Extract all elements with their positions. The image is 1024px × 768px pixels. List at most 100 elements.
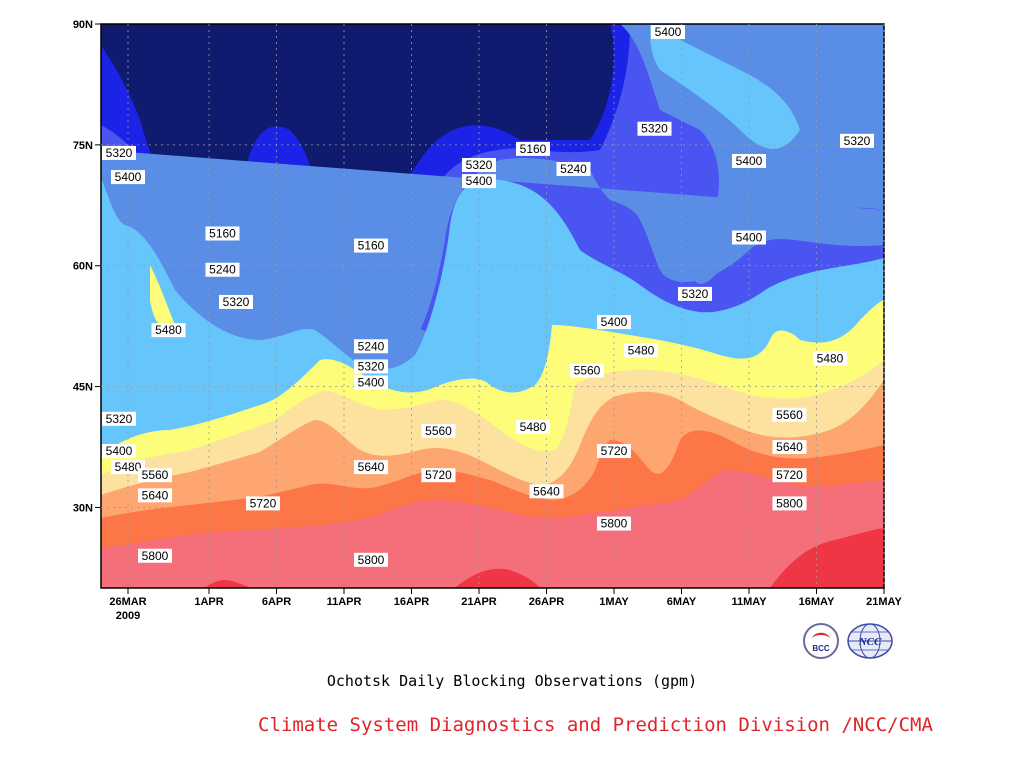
contour-label: 5800: [354, 552, 388, 567]
contour-chart: 26MAR 1APR 6APR 11APR 16APR 21APR 26APR 1MAY 6MA…: [73, 19, 903, 622]
x-tick-label: 11MAY: [731, 596, 767, 608]
contour-labels: 5320540054805320540054805560564058005160…: [102, 25, 874, 567]
contour-label-bg: [732, 153, 766, 168]
contour-label-bg: [597, 315, 631, 330]
contour-label-bg: [138, 468, 172, 483]
contour-label-bg: [138, 488, 172, 503]
contour-label-bg: [462, 158, 496, 172]
contour-label-bg: [732, 230, 766, 245]
contour-label-text: 5400: [466, 174, 493, 188]
contour-label-bg: [421, 423, 456, 438]
contour-label-bg: [246, 496, 280, 511]
contour-label-bg: [421, 468, 456, 483]
contour-label-bg: [102, 444, 136, 459]
svg-text:NCC: NCC: [858, 636, 882, 648]
contour-label-bg: [772, 468, 807, 483]
contour-label-text: 5720: [425, 468, 452, 482]
axis-ticks: [95, 23, 885, 594]
contour-label-bg: [516, 419, 550, 434]
fill-5800-5880: [101, 470, 884, 588]
contour-label: 5240: [556, 162, 591, 177]
contour-label-bg: [651, 25, 685, 40]
contour-label-bg: [111, 170, 145, 185]
contour-label-text: 5720: [776, 468, 803, 482]
contour-label: 5400: [732, 153, 766, 168]
contour-label-bg: [354, 238, 388, 253]
x-tick-label: 6APR: [262, 596, 291, 608]
contour-label-bg: [772, 440, 807, 454]
bcc-logo-icon: BCC: [803, 623, 839, 659]
contour-label: 5400: [732, 230, 766, 245]
contour-label: 5480: [151, 323, 186, 338]
contour-label-bg: [205, 262, 240, 277]
y-tick-labels: 30N 45N 60N 75N 90N: [73, 19, 93, 514]
contour-label-text: 5400: [358, 376, 385, 390]
contour-label: 5720: [421, 468, 456, 483]
contour-label: 5400: [111, 170, 145, 185]
svg-text:BCC: BCC: [812, 644, 830, 653]
x-tick-label: 16APR: [394, 596, 430, 608]
contour-label-bg: [138, 548, 172, 563]
contour-label-text: 5320: [641, 122, 668, 136]
contour-label-bg: [102, 411, 136, 426]
x-tick-labels: 26MAR 1APR 6APR 11APR 16APR 21APR 26APR 1MAY 6MA…: [109, 596, 902, 608]
contour-label: 5640: [354, 460, 388, 475]
x-tick-label: 21APR: [461, 596, 497, 608]
contour-label-text: 5400: [655, 25, 682, 39]
contour-label-text: 5560: [776, 408, 803, 422]
contour-label-text: 5800: [776, 496, 803, 510]
y-tick-label: 90N: [73, 19, 93, 31]
contour-label-text: 5240: [358, 339, 385, 353]
contour-label-bg: [354, 339, 388, 354]
contour-label-text: 5800: [358, 553, 385, 567]
contour-label-text: 5160: [520, 142, 547, 156]
contour-label-text: 5320: [844, 134, 871, 148]
contour-label-text: 5800: [601, 517, 628, 531]
contour-label: 5720: [246, 496, 280, 511]
contour-label-bg: [516, 141, 550, 156]
contour-label: 5320: [102, 145, 136, 160]
contour-label-text: 5160: [209, 226, 236, 240]
contour-label: 5720: [772, 468, 807, 483]
contour-label: 5320: [637, 121, 672, 136]
contour-label-text: 5640: [533, 484, 560, 498]
contour-label-text: 5240: [209, 263, 236, 277]
contour-label-text: 5320: [466, 158, 493, 172]
contour-label: 5320: [462, 158, 496, 172]
x-year-label: 2009: [116, 610, 140, 622]
contour-label-text: 5320: [358, 359, 385, 373]
chart-title: Ochotsk Daily Blocking Observations (gpm…: [326, 672, 698, 690]
contour-label-text: 5240: [560, 162, 587, 176]
contour-label-text: 5560: [425, 424, 452, 438]
contour-label-text: 5720: [601, 444, 628, 458]
contour-label-bg: [772, 407, 807, 422]
contour-label-text: 5400: [106, 444, 133, 458]
contour-label: 5480: [516, 419, 550, 434]
contour-label-bg: [813, 351, 847, 366]
contour-label: 5400: [102, 444, 136, 459]
contour-label: 5240: [354, 339, 388, 354]
contour-label: 5400: [462, 174, 496, 189]
contour-label-bg: [219, 294, 253, 309]
contour-label-text: 5320: [106, 412, 133, 426]
contour-label-bg: [597, 444, 631, 459]
contour-label-text: 5480: [628, 343, 655, 357]
contour-label-bg: [354, 460, 388, 475]
contour-label: 5560: [421, 423, 456, 438]
contour-label-bg: [354, 359, 388, 374]
contour-label-bg: [624, 343, 658, 358]
contour-label-bg: [772, 496, 807, 511]
contour-label: 5320: [102, 411, 136, 426]
contour-label: 5800: [772, 496, 807, 511]
contour-label: 5400: [597, 315, 631, 330]
footer-credit: Climate System Diagnostics and Predictio…: [258, 714, 933, 736]
x-tick-label: 16MAY: [799, 596, 835, 608]
x-tick-label: 26APR: [529, 596, 565, 608]
y-tick-label: 75N: [73, 140, 93, 152]
contour-label-text: 5400: [736, 231, 763, 245]
contour-label: 5160: [354, 238, 388, 253]
contour-label-bg: [151, 323, 186, 338]
contour-label-text: 5480: [817, 351, 844, 365]
contour-label-text: 5400: [601, 315, 628, 329]
contour-label-bg: [556, 162, 591, 177]
